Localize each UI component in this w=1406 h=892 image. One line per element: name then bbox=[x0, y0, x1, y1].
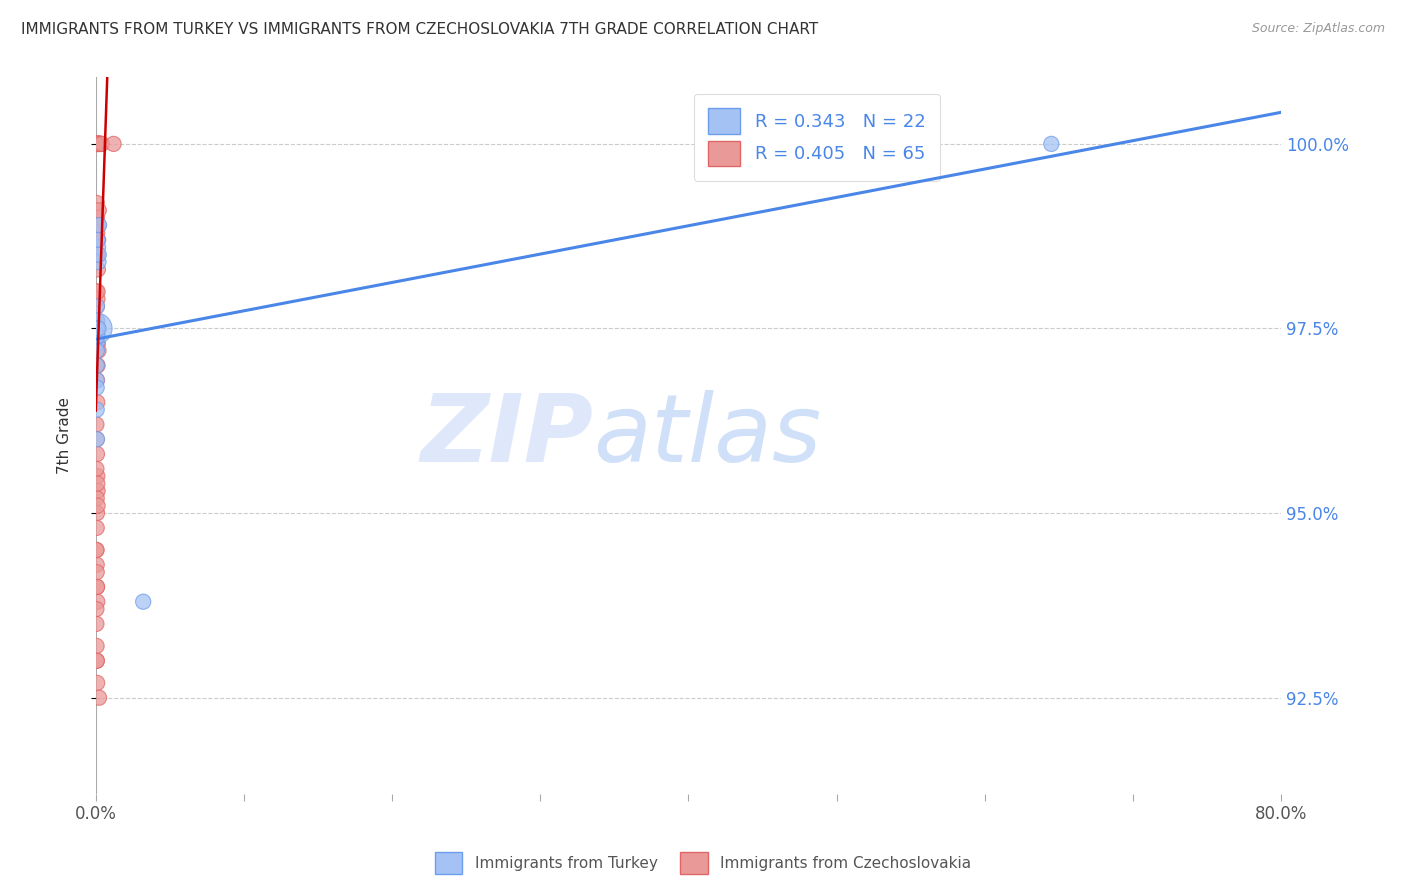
Point bbox=[86, 380, 108, 394]
Y-axis label: 7th Grade: 7th Grade bbox=[58, 397, 72, 474]
Point bbox=[87, 136, 110, 151]
Text: ZIP: ZIP bbox=[420, 390, 593, 482]
Point bbox=[86, 329, 108, 343]
Point bbox=[86, 476, 108, 491]
Point bbox=[86, 506, 108, 520]
Legend: R = 0.343   N = 22, R = 0.405   N = 65: R = 0.343 N = 22, R = 0.405 N = 65 bbox=[693, 94, 941, 181]
Point bbox=[86, 285, 108, 299]
Point bbox=[86, 565, 108, 579]
Point bbox=[87, 255, 110, 269]
Point bbox=[86, 616, 108, 631]
Point bbox=[86, 417, 108, 432]
Point bbox=[86, 602, 108, 616]
Point bbox=[86, 676, 108, 690]
Point bbox=[89, 136, 111, 151]
Point bbox=[86, 359, 108, 373]
Point bbox=[87, 262, 110, 277]
Point bbox=[87, 218, 110, 232]
Point bbox=[86, 233, 108, 247]
Point bbox=[86, 373, 108, 387]
Point bbox=[86, 292, 108, 306]
Point bbox=[86, 499, 108, 513]
Point bbox=[87, 336, 110, 351]
Point bbox=[86, 196, 108, 211]
Point bbox=[86, 321, 108, 335]
Point bbox=[86, 359, 108, 373]
Point bbox=[87, 240, 110, 254]
Point bbox=[86, 469, 108, 483]
Point bbox=[86, 136, 108, 151]
Point bbox=[86, 136, 108, 151]
Point bbox=[87, 321, 110, 335]
Point bbox=[87, 136, 110, 151]
Point bbox=[86, 299, 108, 313]
Point bbox=[86, 580, 108, 594]
Point bbox=[86, 211, 108, 225]
Point bbox=[86, 543, 108, 558]
Point bbox=[86, 343, 108, 358]
Point bbox=[86, 136, 108, 151]
Point bbox=[89, 136, 111, 151]
Point bbox=[89, 136, 111, 151]
Point bbox=[86, 314, 108, 328]
Point bbox=[87, 233, 110, 247]
Point bbox=[86, 639, 108, 653]
Point bbox=[87, 136, 110, 151]
Point bbox=[86, 299, 108, 313]
Point bbox=[86, 595, 108, 609]
Point bbox=[86, 336, 108, 351]
Point bbox=[86, 558, 108, 572]
Point bbox=[86, 395, 108, 409]
Text: Source: ZipAtlas.com: Source: ZipAtlas.com bbox=[1251, 22, 1385, 36]
Point bbox=[86, 321, 108, 335]
Point bbox=[86, 654, 108, 668]
Point bbox=[89, 136, 111, 151]
Point bbox=[86, 447, 108, 461]
Point bbox=[103, 136, 125, 151]
Point bbox=[86, 314, 108, 328]
Point bbox=[87, 136, 110, 151]
Point bbox=[86, 521, 108, 535]
Point bbox=[86, 543, 108, 558]
Point bbox=[87, 136, 110, 151]
Point bbox=[90, 136, 112, 151]
Text: atlas: atlas bbox=[593, 390, 823, 481]
Point bbox=[86, 483, 108, 498]
Point bbox=[86, 359, 108, 373]
Point bbox=[86, 402, 108, 417]
Text: IMMIGRANTS FROM TURKEY VS IMMIGRANTS FROM CZECHOSLOVAKIA 7TH GRADE CORRELATION C: IMMIGRANTS FROM TURKEY VS IMMIGRANTS FRO… bbox=[21, 22, 818, 37]
Point bbox=[1040, 136, 1063, 151]
Point bbox=[87, 203, 110, 218]
Point bbox=[132, 595, 155, 609]
Point bbox=[87, 321, 110, 335]
Point bbox=[86, 247, 108, 261]
Point bbox=[87, 690, 110, 705]
Point bbox=[86, 580, 108, 594]
Point bbox=[86, 654, 108, 668]
Point bbox=[86, 462, 108, 476]
Point bbox=[86, 136, 108, 151]
Point bbox=[86, 491, 108, 506]
Point bbox=[86, 432, 108, 446]
Point bbox=[86, 285, 108, 299]
Point bbox=[90, 136, 112, 151]
Point bbox=[86, 343, 108, 358]
Point bbox=[86, 329, 108, 343]
Point bbox=[86, 136, 108, 151]
Point bbox=[86, 136, 108, 151]
Point bbox=[86, 373, 108, 387]
Legend: Immigrants from Turkey, Immigrants from Czechoslovakia: Immigrants from Turkey, Immigrants from … bbox=[429, 846, 977, 880]
Point bbox=[87, 218, 110, 232]
Point bbox=[86, 321, 108, 335]
Point bbox=[86, 247, 108, 261]
Point bbox=[86, 432, 108, 446]
Point bbox=[87, 343, 110, 358]
Point bbox=[87, 247, 110, 261]
Point bbox=[86, 226, 108, 240]
